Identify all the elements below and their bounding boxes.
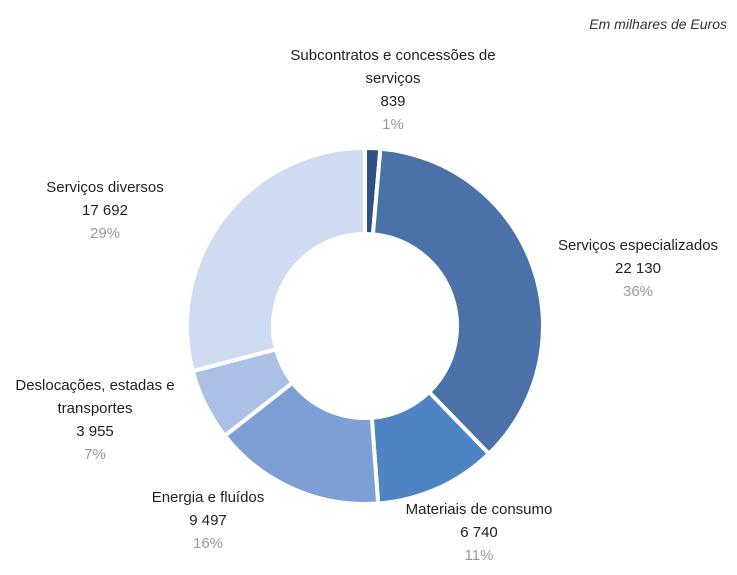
value-label: 6 740 [460, 524, 498, 541]
percent-label: 7% [84, 446, 106, 463]
percent-label: 11% [464, 547, 494, 564]
slice [370, 146, 545, 457]
slice-label: Serviços especializados 22 130 36% [538, 234, 737, 303]
slice [185, 145, 367, 374]
percent-label: 1% [382, 116, 404, 133]
slice-label: Deslocações, estadas e transportes 3 955 7… [5, 374, 185, 466]
slice-label: Subcontratos e concessões de serviços 839… [263, 44, 523, 136]
slice-label: Energia e fluídos 9 497 16% [118, 486, 298, 555]
value-label: 17 692 [82, 202, 128, 219]
category-label: Serviços especializados [557, 237, 719, 254]
value-label: 3 955 [76, 423, 114, 440]
value-label: 839 [380, 93, 406, 110]
category-label: Deslocações, estadas e transportes [15, 377, 175, 417]
percent-label: 16% [192, 535, 224, 552]
slice-label: Serviços diversos 17 692 29% [15, 176, 195, 245]
subtitle: Em milhares de Euros [589, 16, 727, 32]
category-label: Materiais de consumo [405, 501, 553, 518]
value-label: 22 130 [615, 260, 661, 277]
percent-label: 36% [622, 283, 654, 300]
category-label: Subcontratos e concessões de serviços [290, 47, 496, 87]
percent-label: 29% [89, 225, 121, 242]
value-label: 9 497 [189, 512, 227, 529]
category-label: Serviços diversos [46, 179, 164, 196]
slice-label: Materiais de consumo 6 740 11% [379, 498, 579, 567]
category-label: Energia e fluídos [151, 489, 265, 506]
